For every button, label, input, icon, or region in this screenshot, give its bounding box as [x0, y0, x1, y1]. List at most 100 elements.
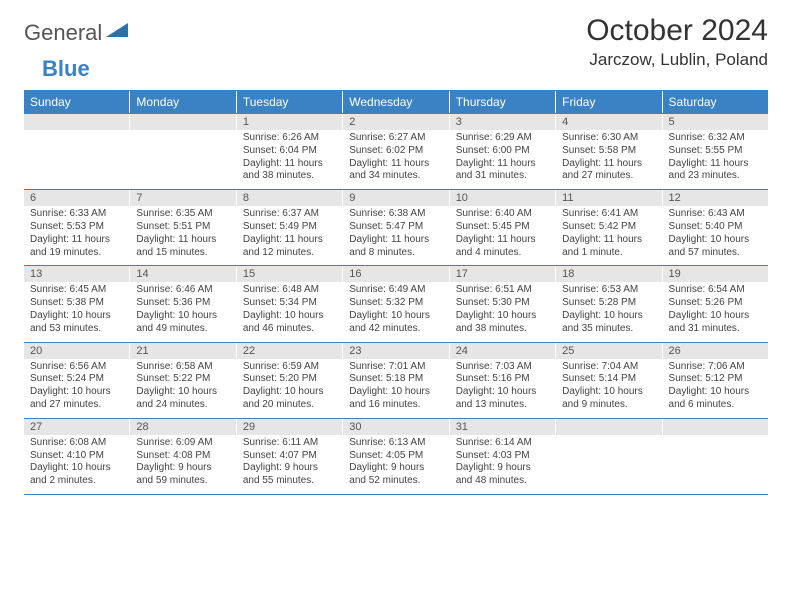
day-number: 10 — [450, 190, 555, 206]
logo-triangle-icon — [106, 17, 128, 43]
sunrise-line: Sunrise: 7:06 AM — [669, 361, 762, 374]
daylight-line: Daylight: 10 hours and 27 minutes. — [30, 386, 123, 412]
sunset-line: Sunset: 5:45 PM — [456, 221, 549, 234]
day-number: 30 — [343, 419, 448, 435]
day-number: 7 — [130, 190, 235, 206]
day-body — [24, 130, 129, 184]
daylight-line: Daylight: 11 hours and 31 minutes. — [456, 158, 549, 184]
sunrise-line: Sunrise: 7:04 AM — [562, 361, 655, 374]
daylight-line: Daylight: 10 hours and 49 minutes. — [136, 310, 229, 336]
day-cell: 11Sunrise: 6:41 AMSunset: 5:42 PMDayligh… — [556, 190, 662, 265]
sunrise-line: Sunrise: 6:29 AM — [456, 132, 549, 145]
daylight-line: Daylight: 11 hours and 38 minutes. — [243, 158, 336, 184]
sunrise-line: Sunrise: 6:45 AM — [30, 284, 123, 297]
sunset-line: Sunset: 4:05 PM — [349, 450, 442, 463]
sunset-line: Sunset: 5:36 PM — [136, 297, 229, 310]
title-block: October 2024 Jarczow, Lublin, Poland — [586, 14, 768, 70]
page-title: October 2024 — [586, 14, 768, 48]
dow-sunday: Sunday — [24, 91, 130, 113]
day-body — [556, 435, 661, 489]
day-cell: 8Sunrise: 6:37 AMSunset: 5:49 PMDaylight… — [237, 190, 343, 265]
day-body: Sunrise: 6:38 AMSunset: 5:47 PMDaylight:… — [343, 206, 448, 265]
daylight-line: Daylight: 11 hours and 4 minutes. — [456, 234, 549, 260]
sunset-line: Sunset: 5:53 PM — [30, 221, 123, 234]
day-cell: 22Sunrise: 6:59 AMSunset: 5:20 PMDayligh… — [237, 343, 343, 418]
day-number: 1 — [237, 114, 342, 130]
sunset-line: Sunset: 5:32 PM — [349, 297, 442, 310]
daylight-line: Daylight: 10 hours and 20 minutes. — [243, 386, 336, 412]
sunset-line: Sunset: 5:34 PM — [243, 297, 336, 310]
day-cell — [24, 114, 130, 189]
day-cell: 18Sunrise: 6:53 AMSunset: 5:28 PMDayligh… — [556, 266, 662, 341]
daylight-line: Daylight: 10 hours and 31 minutes. — [669, 310, 762, 336]
sunrise-line: Sunrise: 6:08 AM — [30, 437, 123, 450]
sunrise-line: Sunrise: 6:58 AM — [136, 361, 229, 374]
day-cell: 12Sunrise: 6:43 AMSunset: 5:40 PMDayligh… — [663, 190, 768, 265]
sunset-line: Sunset: 5:51 PM — [136, 221, 229, 234]
sunset-line: Sunset: 5:49 PM — [243, 221, 336, 234]
sunrise-line: Sunrise: 6:40 AM — [456, 208, 549, 221]
sunrise-line: Sunrise: 6:56 AM — [30, 361, 123, 374]
day-cell: 6Sunrise: 6:33 AMSunset: 5:53 PMDaylight… — [24, 190, 130, 265]
day-cell: 29Sunrise: 6:11 AMSunset: 4:07 PMDayligh… — [237, 419, 343, 494]
sunrise-line: Sunrise: 6:30 AM — [562, 132, 655, 145]
weeks-container: 1Sunrise: 6:26 AMSunset: 6:04 PMDaylight… — [24, 113, 768, 494]
day-cell: 16Sunrise: 6:49 AMSunset: 5:32 PMDayligh… — [343, 266, 449, 341]
daylight-line: Daylight: 11 hours and 27 minutes. — [562, 158, 655, 184]
sunrise-line: Sunrise: 6:27 AM — [349, 132, 442, 145]
daylight-line: Daylight: 10 hours and 53 minutes. — [30, 310, 123, 336]
day-body: Sunrise: 6:29 AMSunset: 6:00 PMDaylight:… — [450, 130, 555, 189]
day-body: Sunrise: 6:45 AMSunset: 5:38 PMDaylight:… — [24, 282, 129, 341]
day-number: 21 — [130, 343, 235, 359]
sunset-line: Sunset: 5:22 PM — [136, 373, 229, 386]
day-number: 31 — [450, 419, 555, 435]
day-cell: 1Sunrise: 6:26 AMSunset: 6:04 PMDaylight… — [237, 114, 343, 189]
sunrise-line: Sunrise: 6:33 AM — [30, 208, 123, 221]
dow-saturday: Saturday — [663, 91, 768, 113]
day-number: 27 — [24, 419, 129, 435]
sunrise-line: Sunrise: 6:43 AM — [669, 208, 762, 221]
calendar: Sunday Monday Tuesday Wednesday Thursday… — [24, 90, 768, 495]
day-number: 25 — [556, 343, 661, 359]
week-row: 20Sunrise: 6:56 AMSunset: 5:24 PMDayligh… — [24, 342, 768, 418]
sunrise-line: Sunrise: 6:38 AM — [349, 208, 442, 221]
brand-part1: General — [24, 20, 102, 46]
day-cell — [663, 419, 768, 494]
day-cell: 25Sunrise: 7:04 AMSunset: 5:14 PMDayligh… — [556, 343, 662, 418]
day-cell: 24Sunrise: 7:03 AMSunset: 5:16 PMDayligh… — [450, 343, 556, 418]
daylight-line: Daylight: 10 hours and 2 minutes. — [30, 462, 123, 488]
day-body: Sunrise: 7:04 AMSunset: 5:14 PMDaylight:… — [556, 359, 661, 418]
sunrise-line: Sunrise: 6:54 AM — [669, 284, 762, 297]
day-number: 11 — [556, 190, 661, 206]
sunrise-line: Sunrise: 6:37 AM — [243, 208, 336, 221]
sunset-line: Sunset: 5:47 PM — [349, 221, 442, 234]
daylight-line: Daylight: 9 hours and 59 minutes. — [136, 462, 229, 488]
week-row: 6Sunrise: 6:33 AMSunset: 5:53 PMDaylight… — [24, 189, 768, 265]
daylight-line: Daylight: 11 hours and 15 minutes. — [136, 234, 229, 260]
day-cell: 27Sunrise: 6:08 AMSunset: 4:10 PMDayligh… — [24, 419, 130, 494]
day-cell: 7Sunrise: 6:35 AMSunset: 5:51 PMDaylight… — [130, 190, 236, 265]
brand-part2: Blue — [42, 56, 90, 81]
day-body: Sunrise: 6:32 AMSunset: 5:55 PMDaylight:… — [663, 130, 768, 189]
day-number: 17 — [450, 266, 555, 282]
daylight-line: Daylight: 10 hours and 9 minutes. — [562, 386, 655, 412]
sunset-line: Sunset: 5:58 PM — [562, 145, 655, 158]
daylight-line: Daylight: 10 hours and 46 minutes. — [243, 310, 336, 336]
sunrise-line: Sunrise: 6:26 AM — [243, 132, 336, 145]
sunrise-line: Sunrise: 6:59 AM — [243, 361, 336, 374]
dow-friday: Friday — [556, 91, 662, 113]
sunrise-line: Sunrise: 6:48 AM — [243, 284, 336, 297]
day-body: Sunrise: 6:46 AMSunset: 5:36 PMDaylight:… — [130, 282, 235, 341]
dow-thursday: Thursday — [450, 91, 556, 113]
day-body: Sunrise: 6:41 AMSunset: 5:42 PMDaylight:… — [556, 206, 661, 265]
sunrise-line: Sunrise: 6:46 AM — [136, 284, 229, 297]
day-cell: 15 Sunrise: 6:48 AMSunset: 5:34 PMDayligh… — [237, 266, 343, 341]
day-number: 9 — [343, 190, 448, 206]
day-cell: 30Sunrise: 6:13 AMSunset: 4:05 PMDayligh… — [343, 419, 449, 494]
day-cell: 5Sunrise: 6:32 AMSunset: 5:55 PMDaylight… — [663, 114, 768, 189]
daylight-line: Daylight: 9 hours and 48 minutes. — [456, 462, 549, 488]
day-number: 15 — [237, 266, 342, 282]
calendar-bottom-rule — [24, 494, 768, 495]
day-body: Sunrise: 6:56 AMSunset: 5:24 PMDaylight:… — [24, 359, 129, 418]
sunset-line: Sunset: 5:26 PM — [669, 297, 762, 310]
